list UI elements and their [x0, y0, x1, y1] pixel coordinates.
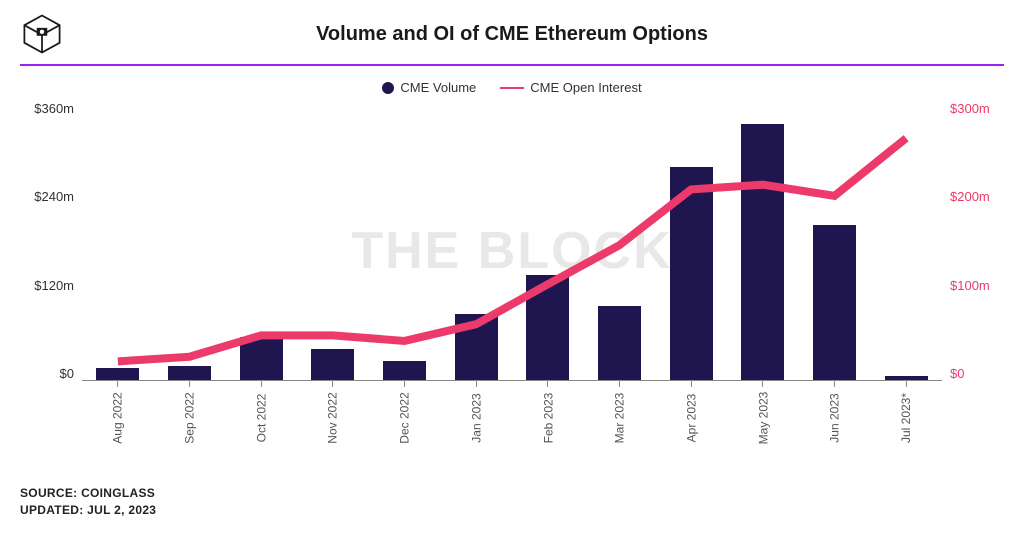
x-label-slot: Mar 2023 [584, 387, 656, 401]
legend-bar-item: CME Volume [382, 80, 476, 95]
y-left-tick: $120m [20, 278, 74, 293]
footer-source: SOURCE: COINGLASS [20, 485, 156, 502]
x-label-slot: Apr 2023 [655, 387, 727, 401]
x-label-slot: Oct 2022 [225, 387, 297, 401]
legend-line-label: CME Open Interest [530, 80, 641, 95]
x-label-slot: Jan 2023 [440, 387, 512, 401]
x-label-slot: Aug 2022 [82, 387, 154, 401]
x-label-slot: Jul 2023* [870, 387, 942, 401]
y-right-tick: $300m [950, 101, 1004, 116]
legend-bar-swatch [382, 82, 394, 94]
line-series [82, 101, 942, 380]
y-right-tick: $100m [950, 278, 1004, 293]
logo-icon [20, 12, 64, 56]
x-label: Nov 2022 [326, 392, 340, 443]
y-right-tick: $200m [950, 189, 1004, 204]
x-label-slot: Dec 2022 [369, 387, 441, 401]
x-label-slot: Sep 2022 [154, 387, 226, 401]
x-label: Apr 2023 [684, 394, 698, 443]
x-label: Sep 2022 [183, 392, 197, 443]
legend-bar-label: CME Volume [400, 80, 476, 95]
chart-header: Volume and OI of CME Ethereum Options [0, 0, 1024, 64]
x-label: Jul 2023* [899, 393, 913, 443]
x-label: Aug 2022 [111, 392, 125, 443]
y-axis-right: $300m $200m $100m $0 [950, 101, 1004, 381]
x-label: Dec 2022 [398, 392, 412, 443]
x-label: Mar 2023 [613, 393, 627, 444]
x-label: May 2023 [756, 392, 770, 445]
x-label-slot: May 2023 [727, 387, 799, 401]
x-label-slot: Jun 2023 [799, 387, 871, 401]
plot-region [82, 101, 942, 381]
x-label-slot: Feb 2023 [512, 387, 584, 401]
x-label: Jun 2023 [828, 393, 842, 442]
chart-area: THE BLOCK $360m $240m $120m $0 $300m $20… [20, 101, 1004, 441]
line-path [118, 138, 906, 361]
x-label: Feb 2023 [541, 393, 555, 444]
chart-title: Volume and OI of CME Ethereum Options [80, 23, 1004, 46]
x-label: Oct 2022 [254, 394, 268, 443]
chart-legend: CME Volume CME Open Interest [0, 66, 1024, 101]
x-label-slot: Nov 2022 [297, 387, 369, 401]
legend-line-item: CME Open Interest [500, 80, 641, 95]
footer-updated: UPDATED: JUL 2, 2023 [20, 502, 156, 519]
y-left-tick: $240m [20, 189, 74, 204]
x-label: Jan 2023 [469, 393, 483, 442]
legend-line-swatch [500, 87, 524, 89]
y-left-tick: $360m [20, 101, 74, 116]
y-right-tick: $0 [950, 366, 1004, 381]
x-axis-labels: Aug 2022Sep 2022Oct 2022Nov 2022Dec 2022… [82, 387, 942, 401]
y-axis-left: $360m $240m $120m $0 [20, 101, 74, 381]
y-left-tick: $0 [20, 366, 74, 381]
chart-footer: SOURCE: COINGLASS UPDATED: JUL 2, 2023 [20, 485, 156, 519]
